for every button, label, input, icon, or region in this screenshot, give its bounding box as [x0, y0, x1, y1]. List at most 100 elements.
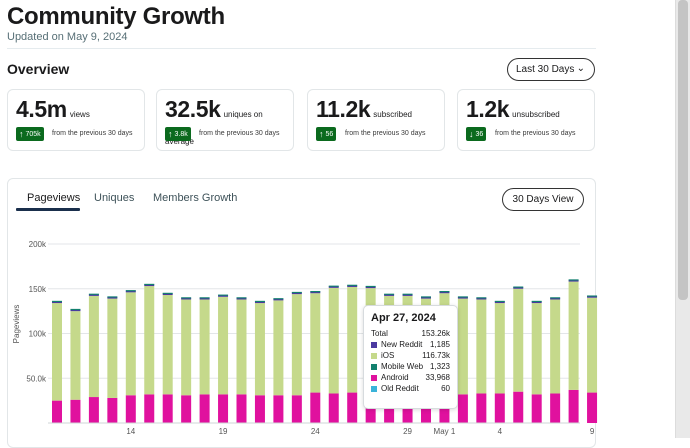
tab-uniques[interactable]: Uniques [94, 192, 135, 204]
bar-new-reddit [162, 293, 173, 296]
bar-mobile-web [199, 297, 210, 299]
bar-new-reddit [439, 291, 450, 294]
stat-unit: uniques on average [165, 110, 263, 146]
tooltip-label: Mobile Web [381, 362, 424, 371]
bar-ios [550, 299, 561, 394]
x-tick-label: 14 [126, 427, 135, 436]
legend-swatch [371, 385, 377, 392]
tooltip-value: 1,323 [429, 362, 450, 371]
bar-android [162, 394, 173, 423]
bar-new-reddit [494, 301, 505, 304]
y-tick-label: 100k [29, 330, 47, 339]
page-title: Community Growth [7, 3, 225, 30]
delta-value: 36 [475, 130, 484, 138]
stat-unit: views [69, 110, 90, 119]
bar-mobile-web [107, 296, 118, 298]
bar-mobile-web [476, 297, 487, 299]
bar-new-reddit [199, 297, 210, 300]
bar-android [291, 395, 302, 423]
bar-mobile-web [365, 285, 376, 288]
bar-new-reddit [402, 294, 413, 296]
page-scrollbar[interactable] [675, 0, 690, 438]
bar-ios [88, 295, 99, 398]
bar-mobile-web [402, 293, 413, 295]
bar-mobile-web [70, 308, 81, 311]
bar-android [236, 394, 247, 423]
tooltip-value: 153.26k [421, 329, 450, 338]
bar-android [144, 394, 155, 423]
tooltip-value: 1,185 [429, 340, 450, 349]
tab-pageviews[interactable]: Pageviews [27, 192, 81, 204]
tooltip-row-ios: iOS 116.73k [371, 350, 450, 361]
bar-mobile-web [347, 284, 358, 286]
bar-mobile-web [181, 297, 192, 299]
stat-value: 32.5k [165, 96, 221, 122]
bar-android [402, 395, 413, 423]
bar-ios [347, 286, 358, 393]
bar-android [328, 393, 339, 423]
stat-unit: unsubscribed [512, 110, 560, 119]
bar-android [254, 395, 265, 423]
bar-ios [291, 294, 302, 396]
overview-heading: Overview [7, 61, 70, 77]
bar-ios [531, 303, 542, 395]
bar-android [310, 392, 321, 423]
bar-mobile-web [162, 292, 173, 294]
bar-mobile-web [494, 300, 505, 302]
bar-new-reddit [550, 297, 561, 300]
x-tick-label: May 1 [434, 427, 456, 436]
bar-ios [494, 303, 505, 394]
bar-mobile-web [568, 279, 579, 281]
view-range-button[interactable]: 30 Days View [502, 188, 584, 211]
delta-value: 3.8k [174, 130, 188, 138]
compare-text: from the previous 30 days [199, 130, 280, 137]
bar-mobile-web [218, 294, 229, 296]
bar-mobile-web [144, 283, 155, 285]
bar-new-reddit [587, 296, 598, 298]
legend-swatch [371, 363, 377, 370]
bar-android [181, 395, 192, 423]
bar-ios [568, 281, 579, 390]
tooltip-row-android: Android 33,968 [371, 372, 450, 383]
bar-ios [273, 300, 284, 396]
bar-android [199, 394, 210, 423]
bar-mobile-web [587, 295, 598, 297]
tooltip-label: Total [371, 329, 388, 338]
stat-value: 4.5m [16, 96, 67, 122]
bar-ios [107, 298, 118, 398]
bar-android [550, 393, 561, 423]
arrow-down-icon: ↓ [469, 129, 474, 139]
pageviews-chart: 200k 150k 100k 50.0k Pageviews 14 19 24 29 May 1 4… [12, 240, 598, 436]
delta-value: 56 [325, 130, 334, 138]
bar-android [52, 400, 62, 423]
bar-new-reddit [531, 301, 542, 304]
bar-mobile-web [513, 286, 524, 288]
compare-text: from the previous 30 days [345, 130, 426, 137]
bar-new-reddit [218, 295, 229, 297]
tooltip-value: 60 [441, 384, 450, 393]
y-axis-title: Pageviews [12, 305, 21, 344]
tab-members-growth[interactable]: Members Growth [153, 192, 238, 204]
bar-android [531, 394, 542, 423]
x-tick-label: 4 [498, 427, 503, 436]
bar-android [457, 394, 468, 423]
date-range-select[interactable]: Last 30 Days ⌄ [507, 58, 595, 81]
tooltip-total-row: Total 153.26k [371, 328, 450, 339]
bar-mobile-web [531, 300, 542, 302]
bar-android [88, 397, 99, 423]
bar-new-reddit [513, 287, 524, 289]
compare-text: from the previous 30 days [52, 130, 133, 137]
bar-ios [457, 298, 468, 395]
tooltip-label: Old Reddit [381, 384, 419, 393]
delta-value: 705k [25, 130, 41, 138]
active-tab-indicator [16, 208, 80, 211]
bar-ios [328, 287, 339, 394]
bar-android [107, 397, 118, 423]
stat-unit: subscribed [373, 110, 412, 119]
scrollbar-thumb[interactable] [678, 0, 688, 300]
bar-new-reddit [328, 286, 339, 288]
bar-android [439, 395, 450, 423]
bar-new-reddit [107, 296, 118, 299]
bar-mobile-web [273, 298, 284, 300]
bar-ios [587, 297, 598, 393]
